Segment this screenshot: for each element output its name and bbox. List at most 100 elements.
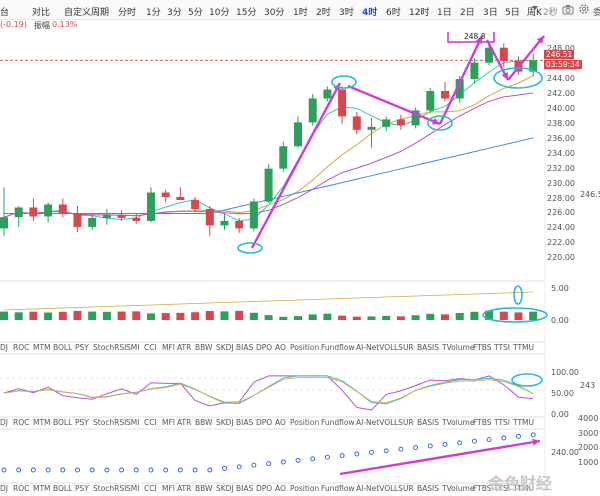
kline-chart[interactable] — [0, 32, 600, 496]
indicator-tab-dpo[interactable]: DPO — [256, 418, 273, 427]
order-panel-edge-label[interactable]: 委单 — [593, 8, 600, 18]
indicator-tab-position[interactable]: Position — [290, 418, 320, 427]
toolbar-item-10m[interactable]: 10分 — [209, 8, 230, 18]
indicator-tab-skdj[interactable]: SKDJ — [216, 418, 234, 427]
indicator-tab-ftbs[interactable]: FTBS — [473, 484, 492, 493]
toolbar-item-3m[interactable]: 3分 — [167, 8, 182, 18]
indicator-tab-boll[interactable]: BOLL — [53, 343, 73, 352]
toolbar-item-2d[interactable]: 2日 — [460, 8, 475, 18]
indicator-tab-bias[interactable]: BIAS — [236, 418, 254, 427]
toolbar-item-1h[interactable]: 1时 — [293, 8, 308, 18]
indicator-tab-basis[interactable]: BASIS — [417, 484, 440, 493]
toolbar-item-30m[interactable]: 30分 — [264, 8, 285, 18]
indicator-tab-mfi[interactable]: MFI — [162, 484, 175, 493]
indicator-tab-bbw[interactable]: BBW — [195, 343, 213, 352]
indicator-tab-smi[interactable]: SMI — [126, 343, 140, 352]
indicator-tab-fundflow[interactable]: Fundflow — [321, 418, 355, 427]
toolbar-item-0[interactable]: 台 — [0, 8, 10, 18]
indicator-tab-ftbs[interactable]: FTBS — [473, 418, 492, 427]
indicator-tab-cci[interactable]: CCI — [144, 418, 157, 427]
toolbar-item-6h[interactable]: 6时 — [386, 8, 401, 18]
indicator-tab-dj[interactable]: DJ — [0, 343, 8, 352]
indicator-tab-mfi[interactable]: MFI — [162, 418, 175, 427]
indicator-tab-boll[interactable]: BOLL — [53, 484, 73, 493]
indicator-tab-lsur[interactable]: LSUR — [394, 484, 414, 493]
indicator-tab-bias[interactable]: BIAS — [236, 484, 254, 493]
indicator-tab-dj[interactable]: DJ — [0, 484, 8, 493]
indicator-tab-mtm[interactable]: MTM — [33, 343, 51, 352]
toolbar-item-4h[interactable]: 4时 — [362, 8, 378, 18]
toolbar-item-custom-period[interactable]: 自定义周期 — [64, 8, 110, 18]
indicator-tab-dpo[interactable]: DPO — [256, 343, 273, 352]
indicator-tab-psy[interactable]: PSY — [75, 343, 89, 352]
indicator-tab-atr[interactable]: ATR — [177, 484, 192, 493]
indicator-tab-stochrsi[interactable]: StochRSI — [93, 343, 127, 352]
camera-icon[interactable] — [562, 4, 574, 15]
indicator-tab-fundflow[interactable]: Fundflow — [321, 484, 355, 493]
indicator-tab-smi[interactable]: SMI — [126, 484, 140, 493]
indicator-tab-fundflow[interactable]: Fundflow — [321, 343, 355, 352]
indicator-tab-mtm[interactable]: MTM — [33, 484, 51, 493]
toolbar-item-timeshare[interactable]: 分时 — [118, 8, 137, 18]
indicator-tab-position[interactable]: Position — [290, 484, 320, 493]
indicator-tab-lsur[interactable]: LSUR — [394, 343, 414, 352]
indicator-tab-ttsi[interactable]: TTSI — [494, 484, 511, 493]
toolbar-item-3d[interactable]: 3日 — [483, 8, 498, 18]
indicator-tab-smi[interactable]: SMI — [126, 418, 140, 427]
toolbar-item-3h[interactable]: 3时 — [339, 8, 354, 18]
toolbar-item-5d[interactable]: 5日 — [505, 8, 520, 18]
toolbar-item-week[interactable]: 周K — [527, 8, 542, 18]
indicator-tab-tvolume[interactable]: TVolume — [442, 484, 475, 493]
indicator-tab-cci[interactable]: CCI — [144, 343, 157, 352]
indicator-tab-stochrsi[interactable]: StochRSI — [93, 484, 127, 493]
indicator-tab-boll[interactable]: BOLL — [53, 418, 73, 427]
indicator-tab-roc[interactable]: ROC — [13, 343, 30, 352]
indicator-tab-tvolume[interactable]: TVolume — [442, 343, 475, 352]
volume-bar — [308, 314, 317, 320]
indicator-tab-bbw[interactable]: BBW — [195, 484, 213, 493]
indicator-tab-ao[interactable]: AO — [275, 484, 286, 493]
indicator-tab-roc[interactable]: ROC — [13, 418, 30, 427]
indicator-tab-ai-netvol[interactable]: AI-NetVOL — [356, 484, 395, 493]
indicator-tab-skdj[interactable]: SKDJ — [216, 484, 234, 493]
indicator-tab-position[interactable]: Position — [290, 343, 320, 352]
indicator-tab-bbw[interactable]: BBW — [195, 418, 213, 427]
indicator-tab-cci[interactable]: CCI — [144, 484, 157, 493]
indicator-tab-lsur[interactable]: LSUR — [394, 418, 414, 427]
indicator-tab-bias[interactable]: BIAS — [236, 343, 254, 352]
indicator-tab-ttsi[interactable]: TTSI — [494, 343, 511, 352]
indicator-tab-ttmu[interactable]: TTMU — [513, 484, 534, 493]
settings-icon[interactable] — [578, 3, 590, 15]
indicator-tab-psy[interactable]: PSY — [75, 484, 89, 493]
indicator-tab-atr[interactable]: ATR — [177, 418, 192, 427]
indicator-tab-dpo[interactable]: DPO — [256, 484, 273, 493]
indicator-tab-stochrsi[interactable]: StochRSI — [93, 418, 127, 427]
indicator-tab-ao[interactable]: AO — [275, 343, 286, 352]
indicator-tab-atr[interactable]: ATR — [177, 343, 192, 352]
indicator-tab-roc[interactable]: ROC — [13, 484, 30, 493]
toolbar-item-compare[interactable]: 对比 — [32, 8, 51, 18]
indicator-tab-ttmu[interactable]: TTMU — [513, 343, 534, 352]
dropdown-icon[interactable] — [532, 6, 538, 10]
indicator-tab-mfi[interactable]: MFI — [162, 343, 175, 352]
toolbar-item-5m[interactable]: 5分 — [188, 8, 203, 18]
indicator-tab-skdj[interactable]: SKDJ — [216, 343, 234, 352]
toolbar-item-12h[interactable]: 12时 — [409, 8, 430, 18]
indicator-tab-basis[interactable]: BASIS — [417, 418, 440, 427]
indicator-tab-basis[interactable]: BASIS — [417, 343, 440, 352]
toolbar-item-1d[interactable]: 1日 — [437, 8, 452, 18]
indicator-tab-mtm[interactable]: MTM — [33, 418, 51, 427]
indicator-tab-ao[interactable]: AO — [275, 418, 286, 427]
indicator-tab-tvolume[interactable]: TVolume — [442, 418, 475, 427]
indicator-tab-ftbs[interactable]: FTBS — [473, 343, 492, 352]
indicator-tab-psy[interactable]: PSY — [75, 418, 89, 427]
indicator-tab-ttmu[interactable]: TTMU — [513, 418, 534, 427]
indicator-tab-dj[interactable]: DJ — [0, 418, 8, 427]
indicator-tab-ai-netvol[interactable]: AI-NetVOL — [356, 418, 395, 427]
toolbar-item-1m[interactable]: 1分 — [146, 8, 161, 18]
toolbar-item-15m[interactable]: 15分 — [236, 8, 257, 18]
indicator-tab-ai-netvol[interactable]: AI-NetVOL — [356, 343, 395, 352]
toolbar-item-2h[interactable]: 2时 — [316, 8, 331, 18]
toolbar-refresh-label[interactable]: 2秒 — [543, 8, 558, 18]
indicator-tab-ttsi[interactable]: TTSI — [494, 418, 511, 427]
